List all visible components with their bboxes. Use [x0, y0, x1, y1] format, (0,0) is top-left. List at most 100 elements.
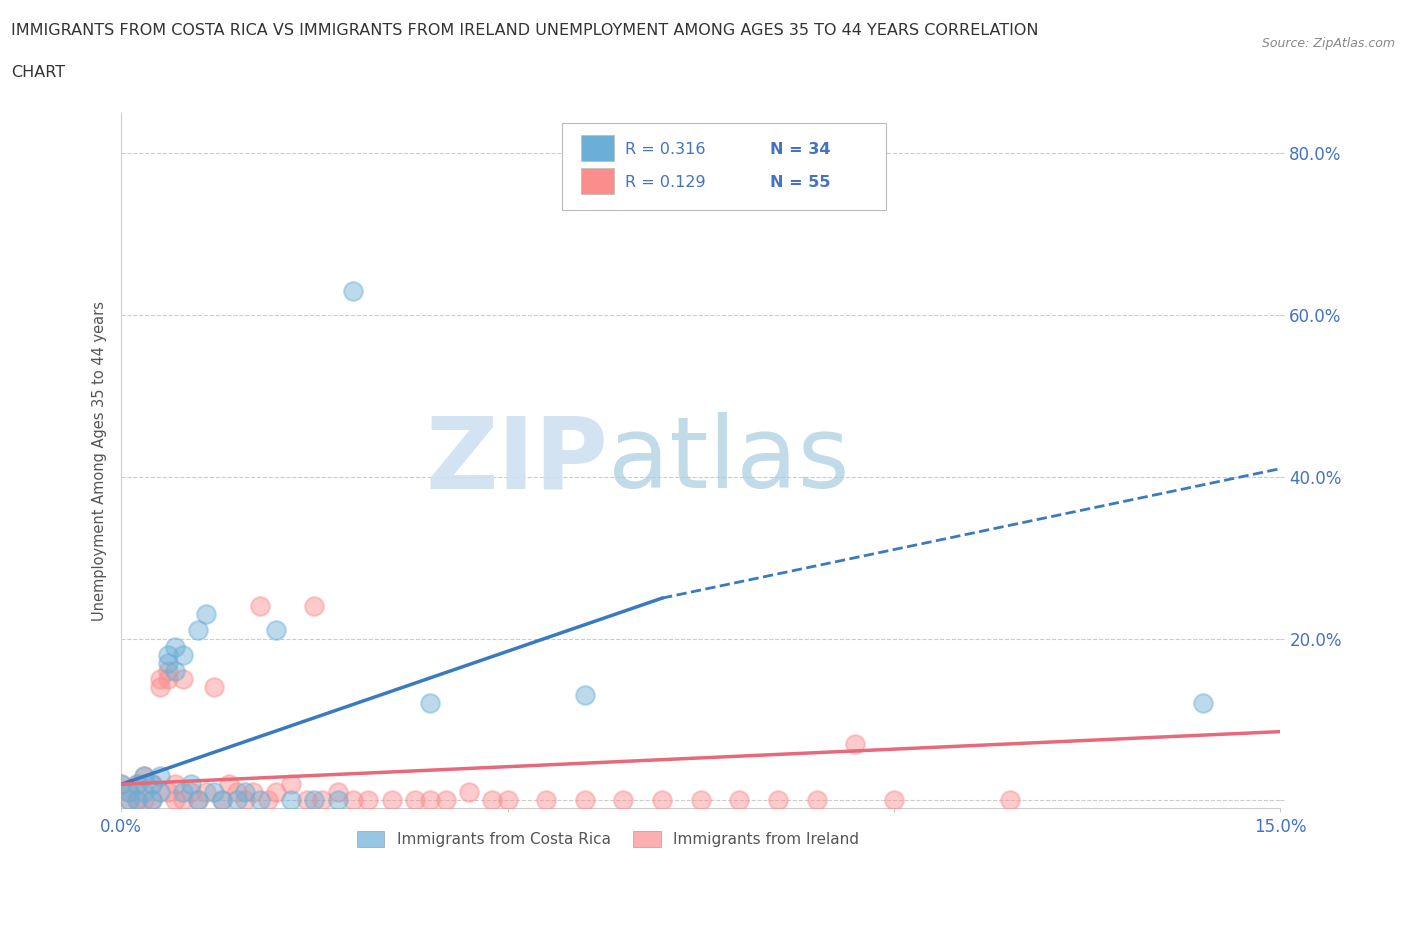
- Point: [180, 785, 202, 800]
- Point: [156, 663, 179, 678]
- Point: [134, 769, 156, 784]
- Point: [280, 793, 302, 808]
- Point: [574, 688, 596, 703]
- Text: atlas: atlas: [607, 412, 849, 509]
- Point: [211, 793, 233, 808]
- Point: [202, 785, 225, 800]
- Point: [202, 680, 225, 695]
- Point: [125, 777, 148, 791]
- Point: [156, 656, 179, 671]
- Point: [211, 793, 233, 808]
- Point: [357, 793, 380, 808]
- Point: [156, 647, 179, 662]
- Point: [233, 785, 256, 800]
- Point: [134, 769, 156, 784]
- Point: [165, 663, 187, 678]
- Text: N = 34: N = 34: [770, 142, 831, 157]
- Point: [118, 785, 141, 800]
- Point: [612, 793, 634, 808]
- Point: [233, 793, 256, 808]
- Point: [534, 793, 557, 808]
- Point: [156, 785, 179, 800]
- Point: [304, 793, 326, 808]
- Point: [118, 793, 141, 808]
- Point: [883, 793, 905, 808]
- Point: [141, 777, 163, 791]
- Point: [342, 284, 364, 299]
- Point: [689, 793, 711, 808]
- Point: [141, 777, 163, 791]
- Point: [172, 671, 194, 686]
- Point: [125, 793, 148, 808]
- Point: [149, 680, 172, 695]
- Point: [728, 793, 751, 808]
- Point: [295, 793, 318, 808]
- Point: [1192, 696, 1215, 711]
- Point: [110, 777, 132, 791]
- Point: [149, 769, 172, 784]
- Point: [381, 793, 404, 808]
- Point: [806, 793, 828, 808]
- Point: [195, 607, 218, 622]
- Point: [187, 793, 209, 808]
- Point: [434, 793, 457, 808]
- Point: [280, 777, 302, 791]
- Point: [264, 785, 287, 800]
- Point: [187, 793, 209, 808]
- Point: [342, 793, 364, 808]
- Point: [134, 793, 156, 808]
- Text: CHART: CHART: [11, 65, 65, 80]
- Point: [257, 793, 280, 808]
- Point: [496, 793, 519, 808]
- Point: [226, 793, 249, 808]
- Point: [326, 793, 349, 808]
- Point: [172, 647, 194, 662]
- Text: Source: ZipAtlas.com: Source: ZipAtlas.com: [1261, 37, 1395, 50]
- Point: [187, 623, 209, 638]
- Point: [156, 671, 179, 686]
- Point: [264, 623, 287, 638]
- Point: [766, 793, 789, 808]
- Point: [110, 777, 132, 791]
- Point: [998, 793, 1021, 808]
- Bar: [581, 135, 614, 162]
- Text: ZIP: ZIP: [425, 412, 607, 509]
- Point: [404, 793, 426, 808]
- Y-axis label: Unemployment Among Ages 35 to 44 years: Unemployment Among Ages 35 to 44 years: [93, 300, 107, 620]
- Point: [165, 793, 187, 808]
- Point: [226, 785, 249, 800]
- Point: [149, 671, 172, 686]
- Point: [326, 785, 349, 800]
- Point: [149, 785, 172, 800]
- Point: [844, 737, 866, 751]
- Point: [118, 785, 141, 800]
- Point: [172, 793, 194, 808]
- Point: [134, 785, 156, 800]
- Point: [172, 785, 194, 800]
- Bar: [581, 167, 614, 194]
- FancyBboxPatch shape: [561, 123, 886, 210]
- Point: [481, 793, 503, 808]
- Point: [195, 785, 218, 800]
- Point: [419, 696, 441, 711]
- Point: [125, 777, 148, 791]
- Legend: Immigrants from Costa Rica, Immigrants from Ireland: Immigrants from Costa Rica, Immigrants f…: [350, 825, 865, 853]
- Point: [125, 793, 148, 808]
- Text: N = 55: N = 55: [770, 175, 831, 190]
- Point: [304, 599, 326, 614]
- Point: [141, 793, 163, 808]
- Point: [311, 793, 333, 808]
- Point: [249, 599, 271, 614]
- Point: [180, 777, 202, 791]
- Point: [249, 793, 271, 808]
- Point: [165, 639, 187, 654]
- Point: [141, 793, 163, 808]
- Text: IMMIGRANTS FROM COSTA RICA VS IMMIGRANTS FROM IRELAND UNEMPLOYMENT AMONG AGES 35: IMMIGRANTS FROM COSTA RICA VS IMMIGRANTS…: [11, 23, 1039, 38]
- Point: [242, 785, 264, 800]
- Text: R = 0.129: R = 0.129: [626, 175, 706, 190]
- Text: R = 0.316: R = 0.316: [626, 142, 706, 157]
- Point: [651, 793, 673, 808]
- Point: [218, 777, 240, 791]
- Point: [165, 777, 187, 791]
- Point: [574, 793, 596, 808]
